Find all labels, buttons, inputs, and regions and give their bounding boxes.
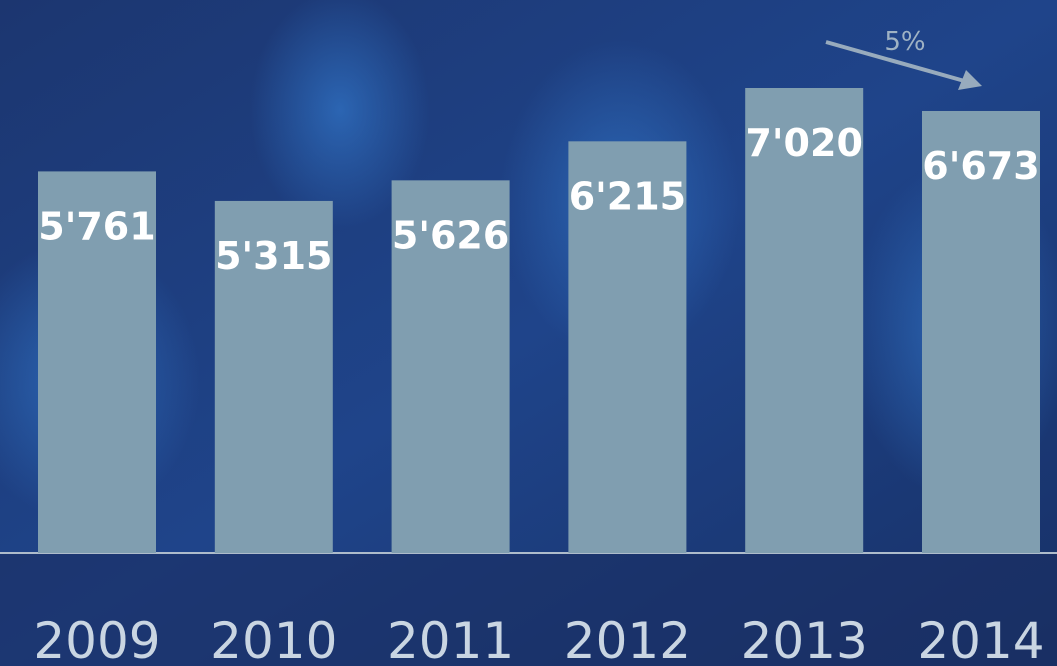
background-glow bbox=[250, 0, 430, 230]
value-label: 5'626 bbox=[392, 213, 509, 257]
bar bbox=[391, 180, 510, 554]
bar bbox=[745, 88, 864, 553]
x-tick-label: 2014 bbox=[917, 612, 1044, 666]
annotation: 5% bbox=[884, 27, 925, 57]
x-tick-label: 2013 bbox=[741, 612, 868, 666]
trend-arrow bbox=[825, 40, 969, 84]
x-tick-label: 2012 bbox=[564, 612, 691, 666]
value-label: 7'020 bbox=[745, 121, 862, 165]
x-tick-label: 2009 bbox=[33, 612, 160, 666]
bar bbox=[922, 110, 1040, 553]
bar bbox=[214, 200, 333, 553]
value-label: 6'673 bbox=[922, 144, 1039, 188]
value-label: 6'215 bbox=[569, 174, 686, 218]
value-label: 5'761 bbox=[38, 204, 155, 248]
trend-arrowhead bbox=[958, 70, 982, 90]
footer-band bbox=[0, 553, 1057, 666]
value-label: 5'315 bbox=[215, 234, 332, 278]
bar bbox=[568, 141, 687, 554]
x-tick-label: 2011 bbox=[387, 612, 514, 666]
x-tick-label: 2010 bbox=[210, 612, 337, 666]
bar bbox=[38, 171, 156, 553]
